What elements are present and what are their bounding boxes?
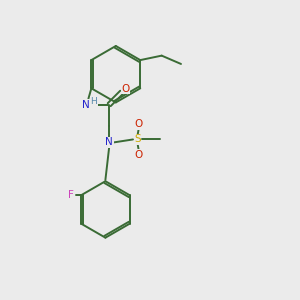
Text: O: O [135, 150, 143, 160]
Text: O: O [135, 119, 143, 129]
Text: S: S [134, 134, 141, 144]
Text: N: N [82, 100, 89, 110]
Text: H: H [90, 97, 97, 106]
Text: N: N [105, 137, 113, 147]
Text: O: O [121, 84, 129, 94]
Text: F: F [68, 190, 74, 200]
